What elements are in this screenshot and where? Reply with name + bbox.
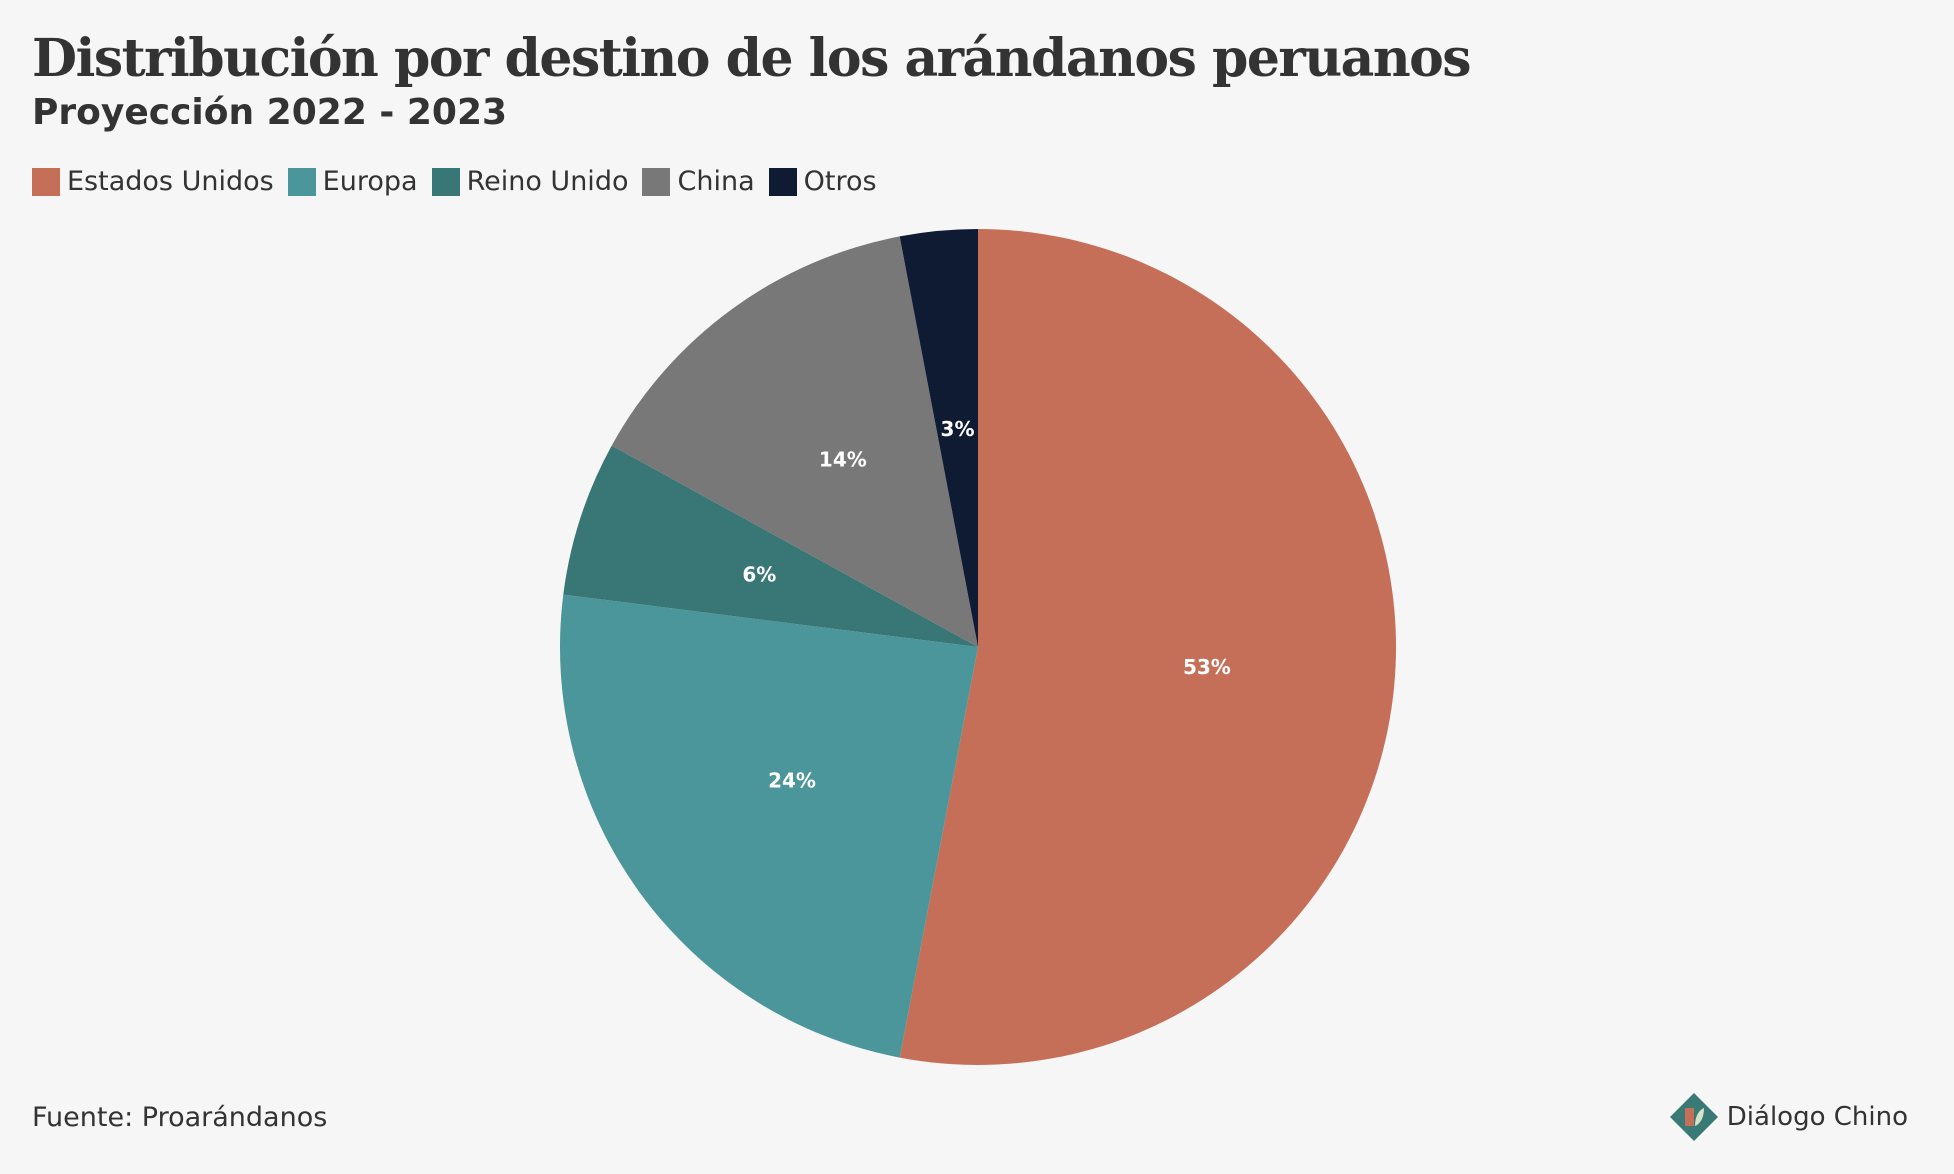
pie-slice-otros[interactable]	[899, 229, 978, 647]
legend-item-otros[interactable]: Otros	[768, 166, 877, 197]
legend-label: Europa	[322, 166, 418, 197]
legend-swatch	[642, 167, 671, 196]
legend-item-estados-unidos[interactable]: Estados Unidos	[32, 166, 274, 197]
legend-swatch	[768, 167, 797, 196]
pie-slice-labels: 53% 24% 6% 14% 3%	[742, 417, 1230, 793]
legend-label: Otros	[803, 166, 877, 197]
slice-label: 3%	[941, 417, 975, 441]
legend-swatch	[32, 167, 60, 196]
legend: Estados Unidos Europa Reino Unido China …	[32, 166, 891, 197]
brand[interactable]: Diálogo Chino	[1669, 1092, 1908, 1142]
dialogo-chino-logo-icon	[1669, 1093, 1718, 1141]
pie-slice-estados-unidos[interactable]	[899, 229, 1397, 1065]
slice-label: 24%	[768, 769, 816, 793]
slice-label: 53%	[1183, 655, 1231, 679]
pie-slice-reino-unido[interactable]	[563, 445, 978, 647]
legend-item-reino-unido[interactable]: Reino Unido	[431, 166, 629, 197]
slice-label: 6%	[742, 562, 776, 586]
brand-name: Diálogo Chino	[1726, 1102, 1908, 1132]
legend-swatch	[287, 167, 316, 196]
source-note: Fuente: Proarándanos	[32, 1102, 328, 1133]
legend-label: China	[677, 166, 755, 197]
legend-label: Estados Unidos	[67, 166, 274, 197]
legend-label: Reino Unido	[466, 166, 629, 197]
pie-slice-europa[interactable]	[560, 594, 978, 1058]
pie-slice-china[interactable]	[611, 236, 978, 647]
pie-slices	[560, 229, 1397, 1065]
legend-item-europa[interactable]: Europa	[287, 166, 418, 197]
slice-label: 14%	[819, 448, 867, 472]
chart-subtitle: Proyección 2022 - 2023	[32, 92, 508, 133]
chart-title: Distribución por destino de los arándano…	[32, 28, 1472, 89]
legend-item-china[interactable]: China	[642, 166, 755, 197]
legend-swatch	[431, 167, 460, 196]
